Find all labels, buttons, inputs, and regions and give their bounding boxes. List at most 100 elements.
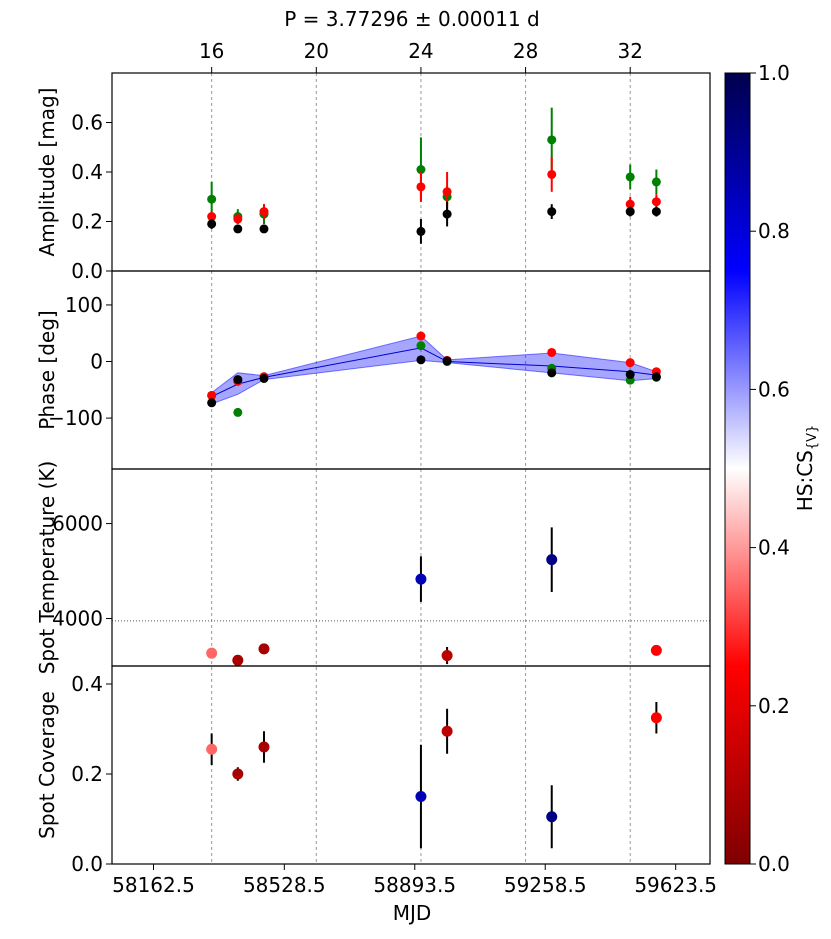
amplitude-point [651, 177, 661, 187]
colorbar-tick-label: 1.0 [758, 61, 790, 85]
top-tick-label: 16 [199, 39, 224, 63]
spot_temperature-point [415, 573, 427, 585]
amplitude-point [233, 214, 243, 224]
panels: 0.0 0.2 0.4 0.6 Amplitude [mag] 100 0 −100Phase… [35, 72, 711, 876]
y-tick-label: 100 [65, 293, 103, 317]
amplitude-point [625, 172, 635, 182]
amplitude-point [442, 187, 452, 197]
amplitude-point [259, 207, 269, 217]
amplitude-point [625, 207, 635, 217]
amplitude-series-black [207, 201, 661, 244]
spot_temperature-point [650, 644, 662, 656]
phase-point [233, 407, 243, 417]
amplitude-series-red [207, 157, 661, 224]
phase-point [625, 370, 635, 380]
colorbar-label: HS:CS{V} [793, 425, 820, 512]
amplitude-point [416, 226, 426, 236]
colorbar-ticks: 0.0 0.2 0.4 0.6 0.8 1.0 [750, 61, 790, 876]
spot_temperature-point [546, 554, 558, 566]
phase-point [651, 372, 661, 382]
amplitude-point [207, 219, 217, 229]
panel-frame [111, 72, 711, 272]
y-tick-label: 6000 [52, 512, 103, 536]
phase-point [547, 368, 557, 378]
spot_coverage-point [415, 791, 427, 802]
spot_temperature-point [258, 643, 270, 655]
y-tick-label: 0.2 [71, 762, 103, 786]
spot_coverage-point [258, 741, 270, 753]
panel-frame [111, 665, 711, 865]
amplitude-point [547, 135, 557, 145]
colorbar-tick-label: 0.4 [758, 536, 790, 560]
y-tick-label: 0.6 [71, 111, 103, 135]
amplitude-point [651, 197, 661, 207]
phase-point [547, 347, 557, 357]
amplitude-point [416, 182, 426, 192]
x-tick-label: 58162.5 [112, 873, 195, 897]
x-tick-label: 58893.5 [373, 873, 456, 897]
phase-point [442, 356, 452, 366]
y-axis-label: Spot Coverage [35, 691, 59, 839]
top-tick-label: 32 [617, 39, 642, 63]
y-tick-label: −100 [48, 406, 103, 430]
amplitude-point [233, 224, 243, 234]
amplitude-point [259, 224, 269, 234]
phase-point [259, 373, 269, 383]
colorbar: 0.0 0.2 0.4 0.6 0.8 1.0 HS:CS{V} [724, 61, 820, 876]
amplitude-point [547, 207, 557, 217]
phase-point [416, 331, 426, 341]
y-tick-label: 4000 [52, 607, 103, 631]
amplitude-point [416, 165, 426, 175]
colorbar-tick-label: 0.8 [758, 219, 790, 243]
y-tick-label: 0.0 [71, 852, 103, 876]
amplitude-point [547, 169, 557, 179]
y-tick-label: 0.4 [71, 160, 103, 184]
y-axis-label: Phase [deg] [35, 310, 59, 429]
phase-point [233, 375, 243, 385]
x-tick-label: 58528.5 [243, 873, 326, 897]
phase-point [207, 398, 217, 408]
phase-point [207, 390, 217, 400]
phase-mean-line [211, 347, 657, 398]
y-axis-label: Amplitude [mag] [35, 88, 59, 257]
panel-amplitude: 0.0 0.2 0.4 0.6 Amplitude [mag] [35, 72, 711, 283]
spot_coverage-point [650, 712, 662, 724]
amplitude-point [207, 194, 217, 204]
amplitude-series-green [207, 107, 661, 224]
spot_temperature-point [232, 654, 244, 666]
spot_temperature-point [206, 647, 218, 659]
x-axis-label: MJD [393, 901, 432, 925]
y-tick-label: 0.2 [71, 210, 103, 234]
colorbar-tick-label: 0.0 [758, 852, 790, 876]
spot_temperature-point [441, 650, 453, 662]
x-tick-label: 59623.5 [634, 873, 717, 897]
amplitude-point [625, 199, 635, 209]
amplitude-point [442, 209, 452, 219]
spot_coverage-point [206, 743, 218, 755]
bottom-axis: 58162.5 58528.5 58893.5 59258.5 59623.5 [112, 864, 717, 897]
y-tick-label: 0.0 [71, 259, 103, 283]
panel-spot_coverage: 0.0 0.2 0.4 Spot Coverage [35, 665, 711, 876]
phase-point [416, 341, 426, 351]
colorbar-label-main: HS:CS [793, 450, 817, 511]
phase-point [625, 358, 635, 368]
chart-title: P = 3.77296 ± 0.00011 d [284, 7, 539, 31]
y-tick-label: 0 [90, 350, 103, 374]
top-tick-label: 24 [408, 39, 433, 63]
amplitude-point [651, 207, 661, 217]
phase-point [416, 355, 426, 365]
spot_coverage-point [546, 811, 558, 823]
phase-series-black [207, 355, 661, 408]
panel-frame [111, 468, 711, 667]
phase-confidence-band [211, 335, 657, 405]
amplitude-point [207, 212, 217, 222]
colorbar-tick-label: 0.2 [758, 694, 790, 718]
y-tick-label: 0.4 [71, 672, 103, 696]
colorbar-tick-label: 0.6 [758, 377, 790, 401]
spot_coverage-point [232, 768, 244, 780]
top-tick-label: 28 [513, 39, 538, 63]
x-tick-label: 59258.5 [504, 873, 587, 897]
